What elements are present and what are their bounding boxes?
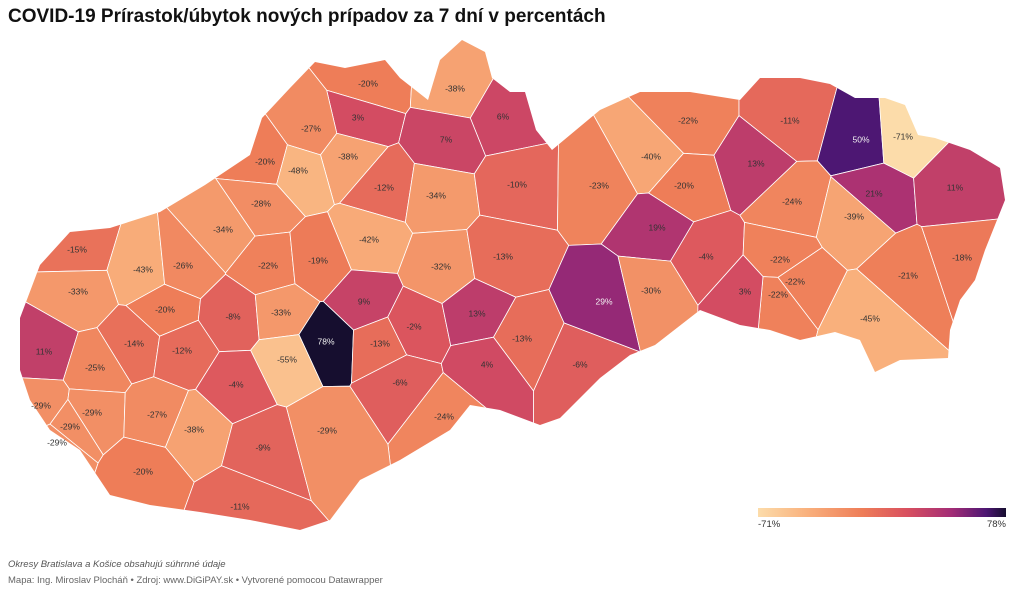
legend-max-label: 78% <box>986 519 1006 530</box>
district-value-label: -13% <box>493 251 513 261</box>
legend-gradient-bar <box>758 508 1006 517</box>
district-value-label: -34% <box>426 190 446 200</box>
district-value-label: -21% <box>898 270 918 280</box>
district-value-label: -11% <box>230 501 250 511</box>
district-value-label: -14% <box>124 338 144 348</box>
district-value-label: -42% <box>359 234 379 244</box>
district-value-label: 29% <box>595 296 612 306</box>
district-value-label: 3% <box>739 286 752 296</box>
district-value-label: -18% <box>952 252 972 262</box>
district-value-label: -6% <box>572 359 588 369</box>
district-value-label: -13% <box>370 338 390 348</box>
district-value-label: -40% <box>641 151 661 161</box>
district-value-label: 7% <box>440 134 453 144</box>
district-value-label: -8% <box>225 311 241 321</box>
district-value-label: 50% <box>852 134 869 144</box>
district-value-label: -48% <box>288 165 308 175</box>
district-value-label: -9% <box>255 442 271 452</box>
district-value-label: 4% <box>481 359 494 369</box>
district-value-label: -29% <box>317 425 337 435</box>
district-value-label: -2% <box>406 321 422 331</box>
district-value-label: -28% <box>251 198 271 208</box>
district-value-label: -29% <box>82 407 102 417</box>
district-value-label: 13% <box>747 158 764 168</box>
footnote: Okresy Bratislava a Košice obsahujú súhr… <box>8 559 226 570</box>
color-legend: -71% 78% <box>758 508 1006 530</box>
district-value-label: -29% <box>47 437 67 447</box>
district-value-label: -25% <box>85 362 105 372</box>
district-area <box>533 322 761 530</box>
district-value-label: -32% <box>431 261 451 271</box>
district-value-label: -38% <box>184 424 204 434</box>
district-value-label: -12% <box>172 345 192 355</box>
district-value-label: -33% <box>68 286 88 296</box>
district-value-label: 11% <box>947 182 964 192</box>
district-value-label: -4% <box>698 251 714 261</box>
district-value-label: -55% <box>277 354 297 364</box>
district-value-label: 3% <box>352 112 365 122</box>
district-value-label: -34% <box>213 224 233 234</box>
district-value-label: 19% <box>648 222 665 232</box>
district-value-label: -24% <box>434 411 454 421</box>
map-title: COVID-19 Prírastok/úbytok nových prípado… <box>8 6 606 27</box>
source-credit: Mapa: Ing. Miroslav Plocháň • Zdroj: www… <box>8 575 383 586</box>
district-value-label: -24% <box>782 196 802 206</box>
district-value-label: -20% <box>358 78 378 88</box>
district-value-label: -26% <box>173 260 193 270</box>
district-value-label: 6% <box>497 111 510 121</box>
district-value-label: -23% <box>589 180 609 190</box>
district-value-label: -6% <box>392 377 408 387</box>
district-value-label: 13% <box>468 308 485 318</box>
district-value-label: 11% <box>36 346 53 356</box>
district-value-label: -29% <box>60 421 80 431</box>
district-value-label: -43% <box>133 264 153 274</box>
district-value-label: -22% <box>770 254 790 264</box>
district-value-label: -11% <box>780 115 800 125</box>
district-value-label: 9% <box>358 296 371 306</box>
district-value-label: -29% <box>31 400 51 410</box>
district-value-label: -20% <box>255 156 275 166</box>
district-value-label: -71% <box>893 131 913 141</box>
district-value-label: -4% <box>228 379 244 389</box>
district-value-label: -38% <box>338 151 358 161</box>
district-value-label: -19% <box>308 255 328 265</box>
district-value-label: -27% <box>147 409 167 419</box>
district-value-label: -33% <box>271 307 291 317</box>
district-value-label: -45% <box>860 313 880 323</box>
district-value-label: -12% <box>374 182 394 192</box>
district-value-label: -20% <box>155 304 175 314</box>
district-value-label: 78% <box>317 336 334 346</box>
district-value-label: -20% <box>133 466 153 476</box>
district-value-label: -22% <box>258 260 278 270</box>
district-value-label: -38% <box>445 83 465 93</box>
district-value-label: -30% <box>641 285 661 295</box>
district-value-label: -22% <box>768 289 788 299</box>
district-value-label: -39% <box>844 211 864 221</box>
district-value-label: -13% <box>512 333 532 343</box>
district-area <box>165 465 364 530</box>
legend-min-label: -71% <box>758 519 781 530</box>
district-value-label: -22% <box>785 276 805 286</box>
district-value-label: -15% <box>67 244 87 254</box>
district-value-label: -22% <box>678 115 698 125</box>
district-value-label: -20% <box>674 180 694 190</box>
district-value-label: -10% <box>507 179 527 189</box>
district-value-label: -27% <box>301 123 321 133</box>
district-value-label: 21% <box>865 188 882 198</box>
